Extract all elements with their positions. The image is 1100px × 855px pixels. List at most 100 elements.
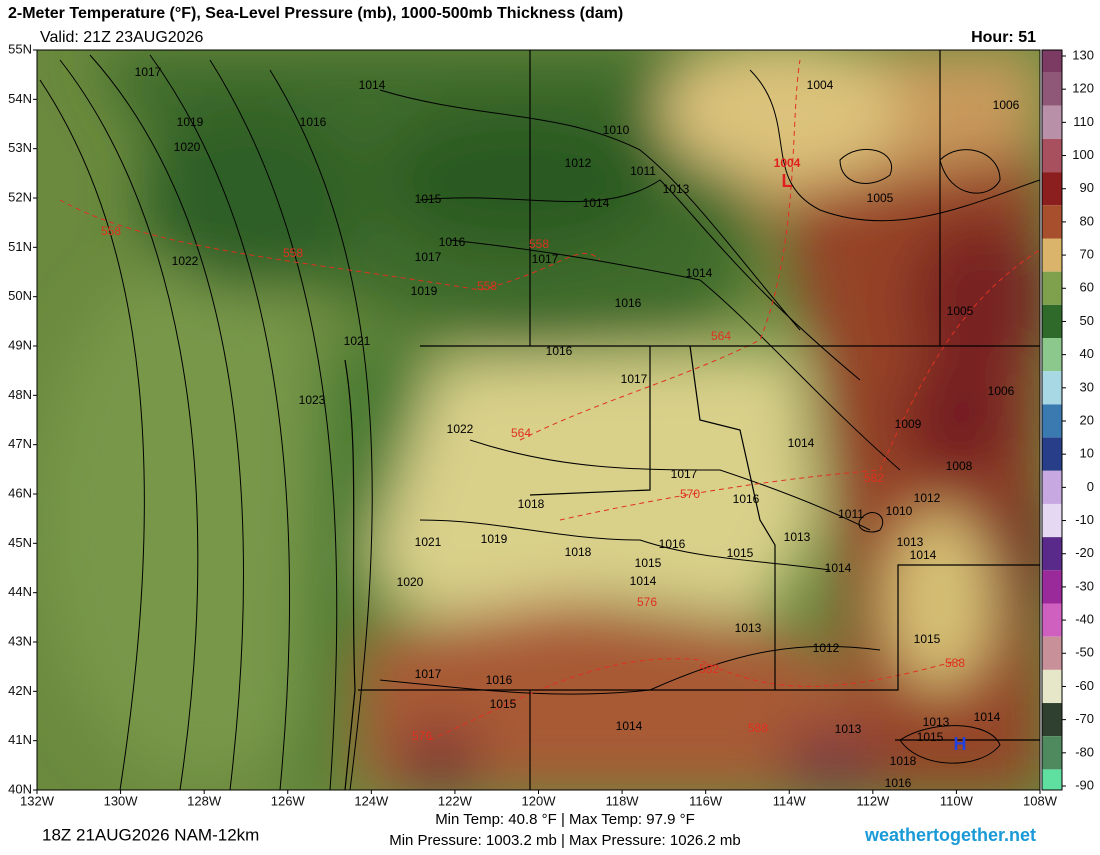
isobar-label: 1012 [565, 156, 592, 170]
colorbar-tick-label: -90 [1075, 777, 1094, 792]
title: 2-Meter Temperature (°F), Sea-Level Pres… [8, 5, 623, 22]
isobar-label: 1014 [359, 78, 386, 92]
isobar-label: 1017 [415, 250, 442, 264]
isobar-label: 1011 [838, 507, 864, 521]
isobar-label: 1015 [490, 697, 517, 711]
isobar-label: 1012 [914, 491, 941, 505]
isobar-label: 1009 [895, 417, 922, 431]
colorbar-cell [1042, 769, 1062, 790]
thickness-label: 588 [945, 656, 965, 670]
colorbar-cell [1042, 503, 1062, 538]
forecast-hour: Hour: 51 [971, 29, 1036, 46]
colorbar-cell [1042, 105, 1062, 139]
lat-tick-label: 44N [8, 584, 32, 599]
isobar-label: 1014 [974, 710, 1001, 724]
isobar-label: 1017 [671, 467, 698, 481]
colorbar-tick-label: 90 [1080, 180, 1094, 195]
colorbar-tick-label: 30 [1080, 379, 1094, 394]
isobar-label: 1022 [172, 254, 199, 268]
colorbar-tick-label: -80 [1075, 744, 1094, 759]
lon-tick-label: 120W [522, 793, 557, 808]
colorbar-cell [1042, 238, 1062, 272]
isobar-label: 1010 [886, 504, 913, 518]
lon-tick-label: 124W [354, 793, 389, 808]
colorbar-cell [1042, 437, 1062, 471]
colorbar-tick-label: -60 [1075, 678, 1094, 693]
isobar-label: 1014 [630, 574, 657, 588]
isobar-label: 1013 [735, 621, 762, 635]
isobar-label: 1022 [447, 422, 474, 436]
low-pressure-value: 1004 [774, 156, 801, 170]
colorbar-tick-label: 60 [1080, 280, 1094, 295]
colorbar-cell [1042, 669, 1062, 704]
colorbar-tick-label: -30 [1075, 578, 1094, 593]
isobar-label: 1015 [635, 556, 662, 570]
lat-tick-label: 55N [8, 41, 32, 56]
isobar-label: 1005 [947, 304, 974, 318]
lat-tick-label: 51N [8, 239, 32, 254]
map-field [37, 50, 1040, 790]
lon-tick-label: 130W [104, 793, 139, 808]
colorbar-cell [1042, 50, 1062, 73]
colorbar-cell [1042, 371, 1062, 405]
isobar-label: 1005 [867, 191, 894, 205]
colorbar-tick-label: 20 [1080, 412, 1094, 427]
isobar-label: 1010 [603, 123, 630, 137]
isobar-label: 1004 [807, 78, 834, 92]
lat-tick-label: 43N [8, 633, 32, 648]
lon-tick-label: 116W [689, 793, 723, 808]
thickness-label: 558 [477, 279, 497, 293]
isobar-label: 1017 [532, 252, 559, 266]
lon-tick-label: 128W [187, 793, 222, 808]
thickness-label: 558 [529, 237, 549, 251]
thickness-label: 582 [864, 471, 884, 485]
lat-tick-label: 49N [8, 337, 32, 352]
colorbar-cell [1042, 703, 1062, 737]
temp-range: Min Temp: 40.8 °F | Max Temp: 97.9 °F [435, 811, 695, 828]
lat-tick-label: 42N [8, 683, 32, 698]
colorbar-cell [1042, 271, 1062, 305]
isobar-label: 1016 [615, 296, 642, 310]
lat-tick-label: 50N [8, 288, 32, 303]
thickness-label: 558 [283, 246, 303, 260]
pressure-range: Min Pressure: 1003.2 mb | Max Pressure: … [389, 832, 741, 849]
lon-tick-label: 132W [20, 793, 55, 808]
isobar-label: 1014 [788, 436, 815, 450]
isobar-label: 1013 [835, 722, 862, 736]
colorbar-cell [1042, 72, 1062, 106]
colorbar-tick-label: -20 [1075, 545, 1094, 560]
colorbar-frame [1041, 49, 1063, 791]
isobar-label: 1008 [946, 459, 973, 473]
colorbar-tick-label: 0 [1087, 479, 1094, 494]
isobar-label: 1018 [518, 497, 545, 511]
isobar-label: 1019 [411, 284, 438, 298]
thickness-label: 588 [748, 721, 768, 735]
colorbar-tick-label: 130 [1072, 47, 1094, 62]
isobar-label: 1016 [885, 776, 912, 790]
lat-tick-label: 41N [8, 732, 32, 747]
colorbar-cell [1042, 404, 1062, 438]
thickness-label: 576 [412, 729, 432, 743]
model-run: 18Z 21AUG2026 NAM-12km [42, 825, 259, 844]
isobar-label: 1021 [415, 535, 442, 549]
isobars [39, 54, 1040, 790]
isobar-label: 1021 [344, 334, 371, 348]
colorbar-tick-label: -70 [1075, 711, 1094, 726]
isobar-label: 1023 [299, 393, 326, 407]
isobar-label: 1016 [439, 235, 466, 249]
isobar-label: 1014 [583, 196, 610, 210]
colorbar-cell [1042, 205, 1062, 239]
lon-tick-label: 108W [1023, 793, 1058, 808]
isobar-label: 1015 [727, 546, 754, 560]
colorbar-cell [1042, 304, 1062, 339]
colorbar-tick-label: -50 [1075, 645, 1094, 660]
lat-tick-label: 46N [8, 485, 32, 500]
colorbar-cell [1042, 470, 1062, 504]
lon-tick-label: 126W [271, 793, 306, 808]
colorbar-tick-label: 50 [1080, 313, 1094, 328]
lon-tick-label: 114W [773, 793, 807, 808]
low-pressure-marker: L [782, 171, 793, 191]
valid-time: Valid: 21Z 23AUG2026 [40, 29, 203, 46]
thickness-label: 564 [511, 426, 531, 440]
high-pressure-marker: H [954, 734, 967, 754]
